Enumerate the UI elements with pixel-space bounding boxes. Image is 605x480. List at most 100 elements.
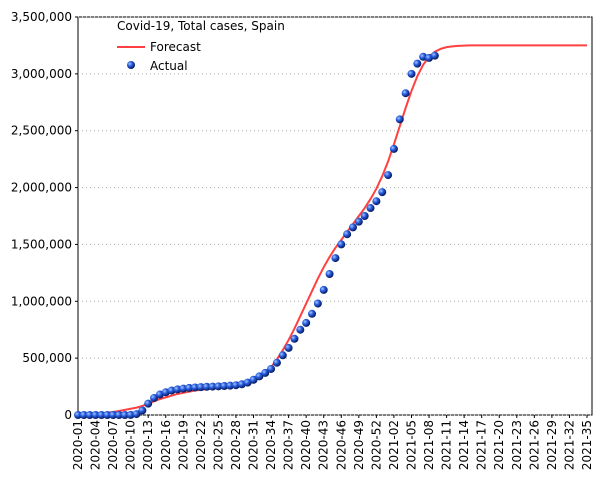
actual-point bbox=[132, 410, 141, 419]
actual-point bbox=[226, 381, 235, 390]
actual-point bbox=[413, 59, 422, 68]
y-tick-label: 1,500,000 bbox=[11, 237, 72, 251]
actual-point bbox=[348, 223, 357, 232]
actual-point bbox=[319, 285, 328, 294]
actual-point bbox=[372, 197, 381, 206]
actual-point bbox=[196, 383, 205, 392]
actual-point bbox=[255, 372, 264, 381]
legend-label: Actual bbox=[150, 59, 188, 73]
actual-point bbox=[313, 299, 322, 308]
actual-point bbox=[389, 144, 398, 153]
actual-point bbox=[202, 382, 211, 391]
actual-point bbox=[267, 364, 276, 373]
actual-point bbox=[208, 382, 217, 391]
x-tick-label: 2020-40 bbox=[299, 420, 313, 470]
actual-point bbox=[284, 343, 293, 352]
actual-point bbox=[430, 51, 439, 60]
x-tick-label: 2020-22 bbox=[194, 420, 208, 470]
x-tick-label: 2020-25 bbox=[211, 420, 225, 470]
actual-point bbox=[354, 217, 363, 226]
y-tick-label: 2,000,000 bbox=[11, 181, 72, 195]
actual-point bbox=[114, 411, 123, 419]
y-tick-label: 2,500,000 bbox=[11, 124, 72, 138]
actual-point bbox=[103, 411, 112, 419]
actual-point bbox=[191, 383, 200, 392]
x-tick-label: 2021-35 bbox=[580, 420, 594, 470]
y-tick-label: 500,000 bbox=[22, 351, 72, 365]
x-tick-label: 2021-29 bbox=[545, 420, 559, 470]
actual-point bbox=[231, 381, 240, 390]
x-tick-label: 2020-52 bbox=[369, 420, 383, 470]
actual-point bbox=[384, 171, 393, 180]
y-tick-label: 0 bbox=[64, 408, 72, 422]
x-tick-label: 2020-10 bbox=[124, 420, 138, 470]
legend-label: Forecast bbox=[150, 40, 201, 54]
actual-point bbox=[302, 318, 311, 327]
actual-point bbox=[337, 240, 346, 249]
actual-point bbox=[401, 89, 410, 98]
actual-point bbox=[120, 410, 129, 419]
actual-point bbox=[395, 115, 404, 124]
actual-point bbox=[378, 188, 387, 197]
actual-point bbox=[97, 411, 106, 419]
actual-point bbox=[331, 254, 340, 263]
chart-title: Covid-19, Total cases, Spain bbox=[117, 19, 285, 33]
x-tick-label: 2021-23 bbox=[510, 420, 524, 470]
x-tick-label: 2020-46 bbox=[334, 420, 348, 470]
x-tick-label: 2020-43 bbox=[317, 420, 331, 470]
y-tick-label: 3,000,000 bbox=[11, 67, 72, 81]
actual-point bbox=[343, 230, 352, 239]
actual-point bbox=[360, 212, 369, 220]
x-tick-label: 2021-26 bbox=[527, 420, 541, 470]
actual-point bbox=[144, 399, 153, 408]
y-tick-label: 1,000,000 bbox=[11, 294, 72, 308]
x-tick-label: 2020-49 bbox=[352, 420, 366, 470]
actual-point bbox=[173, 385, 182, 394]
actual-point bbox=[74, 411, 82, 419]
actual-point bbox=[220, 382, 229, 391]
actual-point bbox=[249, 375, 258, 384]
x-tick-label: 2021-32 bbox=[562, 420, 576, 470]
x-tick-label: 2020-13 bbox=[141, 420, 155, 470]
actual-point bbox=[179, 384, 188, 393]
actual-point bbox=[407, 69, 416, 78]
actual-point bbox=[126, 410, 135, 419]
actual-point bbox=[325, 269, 334, 278]
x-tick-label: 2020-04 bbox=[89, 420, 103, 470]
x-tick-label: 2021-20 bbox=[492, 420, 506, 470]
actual-point bbox=[214, 382, 223, 391]
actual-point bbox=[150, 393, 159, 402]
actual-point bbox=[261, 368, 270, 377]
actual-point bbox=[138, 406, 147, 415]
actual-point bbox=[290, 334, 299, 343]
x-tick-label: 2021-05 bbox=[404, 420, 418, 470]
actual-point bbox=[79, 411, 88, 419]
legend-swatch bbox=[127, 61, 135, 69]
x-tick-label: 2020-28 bbox=[229, 420, 243, 470]
x-tick-label: 2020-19 bbox=[176, 420, 190, 470]
forecast-line bbox=[77, 44, 587, 416]
actual-point bbox=[109, 411, 118, 419]
x-tick-label: 2021-14 bbox=[457, 420, 471, 470]
plot-frame bbox=[77, 16, 593, 416]
x-tick-label: 2021-11 bbox=[440, 420, 454, 470]
x-tick-label: 2020-01 bbox=[71, 420, 85, 470]
actual-point bbox=[366, 204, 375, 213]
actual-point bbox=[278, 351, 287, 360]
x-tick-label: 2020-16 bbox=[159, 420, 173, 470]
x-tick-label: 2021-08 bbox=[422, 420, 436, 470]
x-tick-label: 2021-02 bbox=[387, 420, 401, 470]
x-tick-label: 2020-37 bbox=[282, 420, 296, 470]
actual-point bbox=[296, 325, 305, 334]
actual-point bbox=[308, 309, 317, 318]
y-tick-label: 3,500,000 bbox=[11, 10, 72, 24]
x-tick-label: 2021-17 bbox=[475, 420, 489, 470]
actual-point bbox=[85, 411, 94, 419]
x-tick-label: 2020-34 bbox=[264, 420, 278, 470]
actual-point bbox=[91, 411, 100, 419]
actual-point bbox=[272, 358, 281, 367]
x-tick-label: 2020-07 bbox=[106, 420, 120, 470]
actual-point bbox=[185, 383, 194, 392]
x-tick-label: 2020-31 bbox=[247, 420, 261, 470]
